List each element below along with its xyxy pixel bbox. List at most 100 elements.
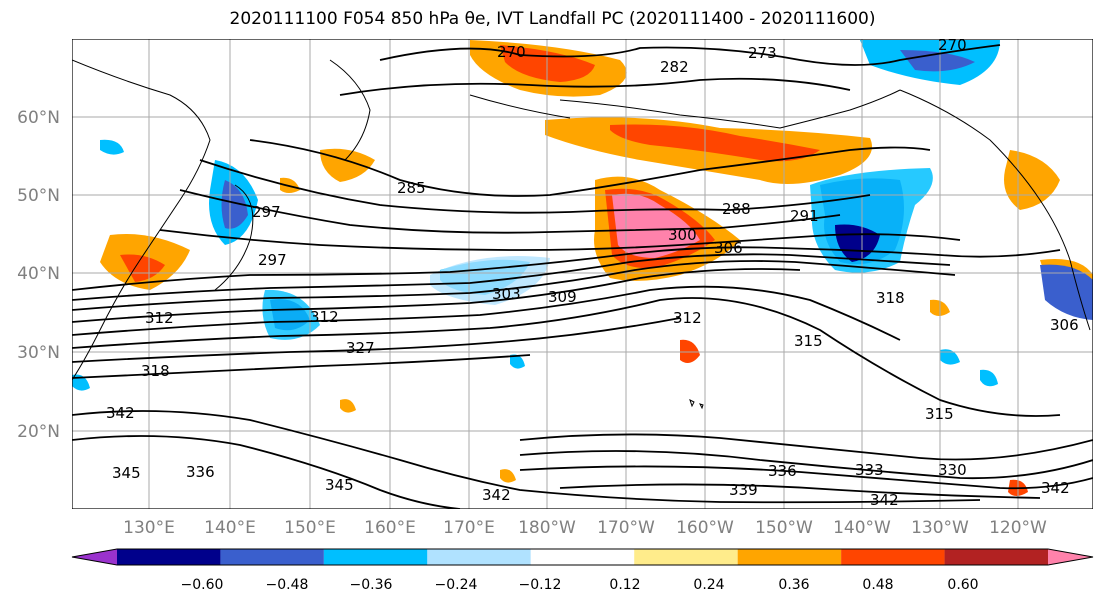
contour-label: 291 — [790, 207, 819, 225]
contour-label: 312 — [145, 309, 174, 327]
contour-318 — [72, 317, 681, 363]
lat-label: 20°N — [17, 422, 60, 442]
contour-label: 336 — [768, 462, 797, 480]
contour-label: 339 — [729, 481, 758, 499]
colorbar-tick-label: −0.24 — [435, 577, 478, 593]
contour-label: 312 — [673, 309, 702, 327]
cold-anomaly-small-2 — [980, 369, 998, 387]
contour-label: 315 — [925, 405, 954, 423]
contour-label: 318 — [141, 362, 170, 380]
colorbar-tick-label: 0.48 — [862, 577, 893, 593]
lat-label: 30°N — [17, 343, 60, 363]
colorbar-ticks: −0.60 −0.48 −0.36 −0.24 −0.12 0.12 0.24 … — [181, 577, 979, 593]
colorbar-tick-label: 0.36 — [778, 577, 809, 593]
contour-label: 330 — [938, 461, 967, 479]
contour-288 — [199, 159, 871, 214]
warm-anomaly-small-1 — [680, 339, 700, 364]
lon-label: 120°W — [989, 518, 1047, 538]
contour-291 — [179, 189, 841, 234]
contour-label: 327 — [346, 339, 375, 357]
colorbar-segment — [72, 549, 117, 565]
cold-anomaly-small-1 — [940, 349, 960, 365]
cold-anomaly-us-west — [1040, 264, 1093, 320]
contour-312 — [72, 285, 901, 341]
contour-label: 342 — [106, 404, 135, 422]
colorbar-tick-label: 0.60 — [947, 577, 978, 593]
cold-anomaly-small-4 — [510, 354, 525, 369]
colorbar-tick-label: −0.60 — [181, 577, 224, 593]
contour-label: 345 — [112, 464, 141, 482]
longitude-axis: 130°E 140°E 150°E 160°E 170°E 180°W 170°… — [123, 518, 1047, 538]
colorbar-segment — [1048, 549, 1093, 565]
lon-label: 160°E — [364, 518, 416, 538]
colorbar — [71, 548, 1094, 566]
warm-anomaly-small-5 — [340, 399, 356, 413]
contour-label: 303 — [492, 285, 521, 303]
lon-label: 170°E — [443, 518, 495, 538]
theta-e-contours — [72, 44, 1093, 509]
contour-label: 288 — [722, 200, 751, 218]
colorbar-tick-label: −0.12 — [519, 577, 562, 593]
contour-label: 312 — [310, 308, 339, 326]
contour-270 — [379, 44, 1001, 66]
contour-333 — [519, 450, 1093, 480]
contour-label: 336 — [186, 463, 215, 481]
contour-label: 285 — [397, 179, 426, 197]
lon-label: 150°E — [284, 518, 336, 538]
contour-282 — [339, 77, 851, 96]
contour-label: 270 — [938, 36, 967, 54]
contour-label: 297 — [252, 203, 281, 221]
contour-label: 345 — [325, 476, 354, 494]
cold-anomaly-west-trop-outer — [262, 289, 320, 340]
lat-label: 40°N — [17, 264, 60, 284]
contour-label: 297 — [258, 251, 287, 269]
contour-336 — [519, 465, 1093, 490]
contour-label: 270 — [497, 43, 526, 61]
contour-300 — [72, 246, 1061, 291]
contour-label: 306 — [1050, 316, 1079, 334]
contour-339 — [559, 483, 1041, 499]
lon-label: 170°W — [597, 518, 655, 538]
contour-label: 342 — [1041, 479, 1070, 497]
lon-label: 130°W — [911, 518, 969, 538]
contour-285 — [249, 139, 931, 197]
colorbar-segment — [737, 549, 842, 565]
contour-label: 318 — [876, 289, 905, 307]
lon-label: 140°W — [833, 518, 891, 538]
warm-anomaly-west-core — [120, 254, 165, 282]
contour-label: 309 — [548, 288, 577, 306]
colorbar-segment — [220, 549, 324, 565]
colorbar-segment — [944, 549, 1048, 565]
contour-label: 333 — [855, 461, 884, 479]
cold-anomaly-small-5 — [100, 139, 124, 155]
lon-label: 130°E — [123, 518, 175, 538]
colorbar-segment — [634, 549, 738, 565]
coast-kamchatka — [329, 59, 371, 161]
map-area: 270 273 282 270 285 288 291 297 297 300 … — [72, 36, 1093, 509]
map-title: 2020111100 F054 850 hPa θe, IVT Landfall… — [229, 9, 876, 29]
colorbar-tick-label: −0.36 — [350, 577, 393, 593]
colorbar-segment — [530, 549, 635, 565]
colorbar-tick-label: 0.24 — [693, 577, 724, 593]
colorbar-segment — [427, 549, 531, 565]
coast-asia — [72, 59, 211, 381]
colorbar-tick-label: 0.12 — [609, 577, 640, 593]
contour-315 — [72, 297, 1061, 417]
contour-label: 342 — [870, 491, 899, 509]
lon-label: 160°W — [676, 518, 734, 538]
latitude-axis: 60°N 50°N 40°N 30°N 20°N — [17, 108, 60, 442]
colorbar-segment — [117, 549, 221, 565]
lon-label: 180°W — [518, 518, 576, 538]
cold-anomaly-alaska-ne-core — [900, 50, 975, 72]
contour-306 — [72, 260, 956, 311]
lat-label: 60°N — [17, 108, 60, 128]
cold-anomaly-japan-core — [221, 180, 248, 229]
lon-label: 140°E — [204, 518, 256, 538]
contour-label: 300 — [668, 226, 697, 244]
contour-label: 282 — [660, 58, 689, 76]
contour-label: 315 — [794, 332, 823, 350]
contour-303 — [72, 253, 951, 301]
contour-label: 273 — [748, 44, 777, 62]
lat-label: 50°N — [17, 186, 60, 206]
